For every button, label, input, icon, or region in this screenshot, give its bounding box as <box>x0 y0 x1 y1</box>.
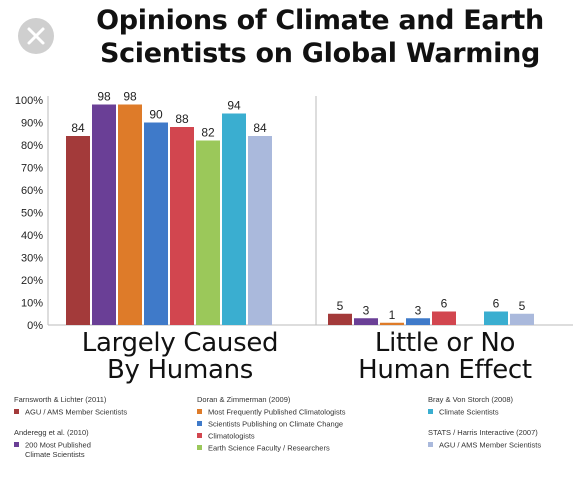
bar <box>406 318 430 325</box>
legend-entry: Climate Scientists <box>428 407 499 417</box>
bar <box>196 140 220 325</box>
legend-swatch <box>428 441 433 447</box>
bar-value-label: 98 <box>97 90 111 104</box>
bar-value-label: 3 <box>415 303 422 317</box>
y-tick-label: 40% <box>21 230 43 242</box>
y-tick-label: 90% <box>21 118 43 130</box>
legend-label: AGU / AMS Member Scientists <box>25 407 128 417</box>
bar-value-label: 88 <box>175 112 189 126</box>
bar-value-label: 5 <box>337 299 344 313</box>
y-tick-label: 30% <box>21 253 43 265</box>
bar-chart-plot: 0% 10% 20% 30% 40% 50% 60% 70% 80% 90% 100% 84 5 98 3 9… <box>15 90 573 332</box>
bar <box>170 127 194 325</box>
bar-value-label: 82 <box>201 126 215 140</box>
bar <box>144 122 168 325</box>
bar-value-label: 94 <box>227 99 241 113</box>
legend-entry: AGU / AMS Member Scientists <box>14 407 127 417</box>
legend-swatch <box>197 420 202 426</box>
bar-value-label: 90 <box>149 108 163 122</box>
bar <box>328 313 352 325</box>
legend-entry: AGU / AMS Member Scientists <box>428 440 541 450</box>
legend-swatch <box>14 408 19 414</box>
legend-label: 200 Most Published <box>25 440 91 450</box>
legend-swatch <box>197 444 202 450</box>
bar <box>222 113 246 325</box>
legend-source: STATS / Harris Interactive (2007) <box>428 428 538 437</box>
bar <box>510 313 534 325</box>
bar <box>66 136 90 325</box>
legend-entry: Climatologists <box>197 431 255 441</box>
legend-swatch <box>197 408 202 414</box>
bar-value-label: 3 <box>363 303 370 317</box>
legend-entry: Most Frequently Published Climatologists <box>197 407 346 417</box>
chart-title-line-2: Scientists on Global Warming <box>99 38 541 69</box>
bar-value-label: 1 <box>389 308 396 322</box>
y-tick-label: 80% <box>21 140 43 152</box>
legend-entry: 200 Most Published Climate Scientists <box>14 440 91 459</box>
bar <box>354 318 378 325</box>
category-label: Largely Caused <box>81 328 279 358</box>
bar <box>432 311 456 325</box>
bar-value-label: 6 <box>441 297 448 311</box>
category-label: Little or No <box>374 328 516 358</box>
bar-value-label: 98 <box>123 90 137 104</box>
legend-label: Scientists Publishing on Climate Change <box>208 419 344 429</box>
bar-value-label: 84 <box>253 121 267 135</box>
legend-entry: Scientists Publishing on Climate Change <box>197 419 343 429</box>
legend-label: Climatologists <box>208 431 255 441</box>
bar <box>118 104 142 325</box>
legend-source: Doran & Zimmerman (2009) <box>197 395 291 404</box>
bar-value-label: 6 <box>493 297 500 311</box>
bar-value-label: 5 <box>519 299 526 313</box>
legend-swatch <box>428 408 433 414</box>
legend-label: Most Frequently Published Climatologists <box>208 407 346 417</box>
bar <box>92 104 116 325</box>
y-tick-label: 50% <box>21 208 43 220</box>
y-tick-label: 60% <box>21 185 43 197</box>
close-button[interactable] <box>18 18 54 54</box>
chart-title-line-1: Opinions of Climate and Earth <box>96 5 544 36</box>
legend-swatch <box>197 432 202 438</box>
y-tick-label: 70% <box>21 163 43 175</box>
legend-entry: Earth Science Faculty / Researchers <box>197 443 330 453</box>
y-tick-label: 10% <box>21 298 43 310</box>
legend-label: Earth Science Faculty / Researchers <box>208 443 330 453</box>
y-tick-label: 0% <box>27 320 43 332</box>
y-tick-label: 100% <box>15 95 43 107</box>
bar-value-label: 84 <box>71 121 85 135</box>
legend-label: Climate Scientists <box>25 449 85 459</box>
legend-label: AGU / AMS Member Scientists <box>439 440 542 450</box>
legend-swatch <box>14 441 19 447</box>
bar <box>484 311 508 325</box>
close-icon <box>27 27 45 45</box>
legend-source: Bray & Von Storch (2008) <box>428 395 514 404</box>
y-tick-label: 20% <box>21 275 43 287</box>
category-label: Human Effect <box>358 355 532 385</box>
legend-source: Anderegg et al. (2010) <box>14 428 89 437</box>
category-label: By Humans <box>106 355 254 385</box>
bar <box>380 322 404 325</box>
legend-label: Climate Scientists <box>439 407 499 417</box>
legend-source: Farnsworth & Lichter (2011) <box>14 395 107 404</box>
bar <box>248 136 272 325</box>
